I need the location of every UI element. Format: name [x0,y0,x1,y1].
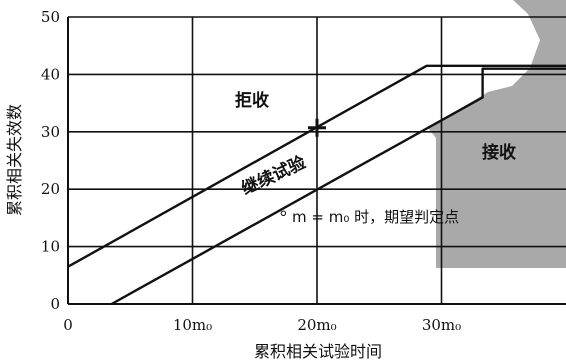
y-axis-label: 累积相关失效数 [5,104,24,216]
expected-point-annotation: m = m₀ 时，期望判定点 [292,208,459,226]
x-tick-label: 20m₀ [297,316,336,334]
x-tick-label: 0 [63,316,73,334]
y-tick-label: 50 [41,8,60,26]
annotation-dot [280,210,287,217]
region-label-accept: 接收 [482,142,516,163]
x-tick-label: 10m₀ [173,316,212,334]
x-axis-label: 累积相关试验时间 [254,342,382,361]
y-tick-label: 20 [41,180,60,198]
y-tick-label: 0 [50,295,60,313]
y-tick-label: 10 [41,238,60,256]
y-tick-label: 30 [41,123,60,141]
region-label-continue: 继续试验 [238,151,309,199]
y-tick-label: 40 [41,65,60,83]
expected-point-marker [308,118,326,137]
region-label-reject: 拒收 [235,90,269,111]
x-tick-label: 30m₀ [422,316,461,334]
decision-line-2 [111,67,566,306]
decision-line-1 [67,64,566,268]
accept-region-shading [428,0,566,268]
